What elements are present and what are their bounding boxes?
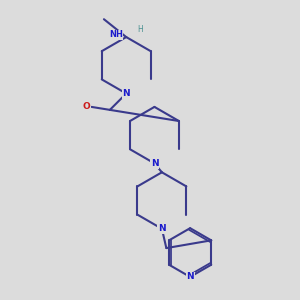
Text: H: H: [137, 25, 143, 34]
Text: N: N: [158, 224, 166, 233]
Text: N: N: [122, 89, 130, 98]
Text: NH: NH: [109, 30, 123, 39]
Text: N: N: [151, 159, 158, 168]
Text: O: O: [82, 102, 90, 111]
Text: N: N: [186, 272, 194, 281]
